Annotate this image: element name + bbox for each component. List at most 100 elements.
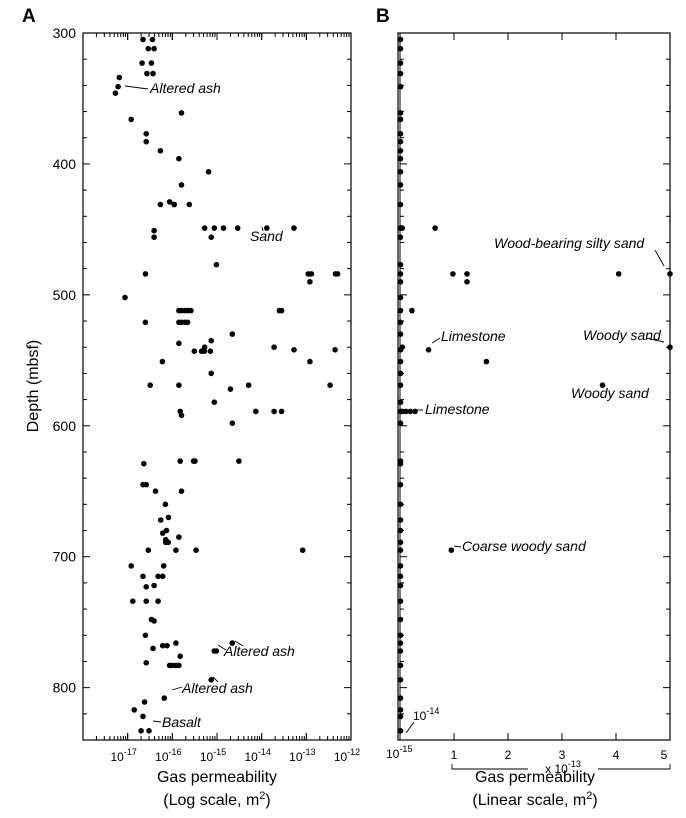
panel-a-point <box>201 348 208 355</box>
panel-a-point <box>160 563 167 569</box>
panel-a-point <box>308 271 315 277</box>
panel-b-point <box>397 547 404 553</box>
panel-a-point <box>307 279 313 285</box>
panel-a-point <box>334 271 341 277</box>
panel-a-point <box>271 408 277 415</box>
panel-a-point <box>142 319 149 326</box>
panel-a-point <box>191 348 198 355</box>
panel-b-point <box>397 517 404 523</box>
panel-a-point <box>112 90 119 96</box>
panel-b-point <box>397 640 404 646</box>
panel-a-point <box>193 547 199 553</box>
panel-b-point <box>397 728 404 734</box>
panel-b-multiplier-bg <box>528 760 598 776</box>
annot-limestone-1: Limestone <box>441 328 506 344</box>
panel-a-point <box>150 645 156 652</box>
panel-a-point <box>207 348 214 355</box>
annot-wood-bearing-silty-sand: Wood-bearing silty sand <box>494 235 645 251</box>
panel-a-data-points <box>112 36 341 734</box>
panel-a-point <box>253 408 259 415</box>
panel-a-point <box>155 598 161 604</box>
panel-a-point <box>131 707 137 713</box>
panel-b-point <box>403 408 409 415</box>
annot-altered-ash-3b-leader <box>212 676 219 683</box>
panel-b-near-zero-leader <box>405 721 415 734</box>
panel-a-point <box>142 632 149 639</box>
annot-altered-ash-2-leader <box>234 640 244 647</box>
panel-a-point <box>173 640 179 646</box>
panel-a-point <box>178 412 185 419</box>
panel-a-point <box>236 458 242 464</box>
panel-b-point <box>397 563 404 569</box>
panel-b-x-axis-title: Gas permeability <box>475 769 595 786</box>
panel-a-point <box>138 728 144 734</box>
panel-b-point <box>397 110 404 116</box>
panel-a-point <box>229 640 236 646</box>
panel-a-point <box>146 728 152 734</box>
panel-a-point <box>264 225 270 231</box>
panel-a-point <box>178 110 185 116</box>
panel-b-near-zero-label: 10-14 <box>413 706 439 723</box>
panel-b-point <box>397 331 404 337</box>
panel-a-point <box>178 182 185 188</box>
panel-b-point <box>397 36 404 43</box>
annot-wood-bearing-leader <box>654 249 665 267</box>
panel-b-point <box>667 344 673 351</box>
panel-a-point <box>173 547 179 553</box>
panel-b-plot-frame <box>397 32 671 741</box>
panel-a-point <box>211 225 218 231</box>
panel-a-x-tick-label: 10-13 <box>289 747 315 764</box>
panel-a-point <box>234 225 241 231</box>
panel-a-point <box>161 695 168 701</box>
annot-woody-sand-2: Woody sand <box>571 385 650 401</box>
panel-a-x-axis-subtitle: (Log scale, m2) <box>163 790 271 809</box>
panel-a-point <box>145 45 152 52</box>
panel-b-point <box>483 358 490 365</box>
panel-a-point <box>143 138 149 145</box>
panel-a-point <box>139 60 145 66</box>
panel-a-y-tick-label: 800 <box>53 680 77 696</box>
panel-a-point <box>115 83 121 90</box>
panel-a-point <box>177 458 183 464</box>
panel-a-point <box>201 225 208 231</box>
panel-b-point <box>397 501 404 508</box>
annot-altered-ash-3-leader <box>171 686 183 691</box>
panel-a-point <box>164 642 170 649</box>
panel-b-point <box>397 182 404 188</box>
panel-a-point <box>291 347 297 353</box>
panel-a-point <box>157 201 164 208</box>
panel-a-point <box>143 598 149 604</box>
annot-coarse-leader <box>453 545 462 548</box>
panel-b-point <box>397 155 404 162</box>
annot-basalt-leader <box>152 720 162 723</box>
panel-b-point <box>615 271 622 277</box>
panel-b-point <box>397 138 404 145</box>
panel-b-point <box>397 420 404 427</box>
panel-a-point <box>208 677 214 683</box>
panel-a-point <box>141 460 147 467</box>
panel-a-point <box>151 582 157 589</box>
panel-a-point <box>307 358 313 365</box>
panel-a-point <box>291 225 297 231</box>
panel-b-point <box>397 539 404 546</box>
panel-a-point <box>141 699 148 705</box>
panel-b-x-axis-subtitle: (Linear scale, m2) <box>472 790 597 809</box>
panel-a-y-axis-title: Depth (mbsf) <box>25 340 42 432</box>
panel-a-y-tick-label: 500 <box>53 287 77 303</box>
panel-a-point <box>149 36 156 43</box>
panel-a-x-tick-label: 10-14 <box>244 747 270 764</box>
panel-a-point <box>140 573 146 580</box>
panel-b-y-axis <box>400 32 670 741</box>
panel-b-data-points <box>397 36 673 734</box>
panel-a-point <box>271 344 277 351</box>
panel-b-point <box>397 148 404 154</box>
panel-b-point <box>397 60 404 66</box>
panel-a-point <box>173 662 179 669</box>
panel-a-label: A <box>22 6 36 27</box>
panel-a-point <box>176 340 182 347</box>
panel-a-y-tick-label: 300 <box>53 25 77 41</box>
panel-b-point <box>397 527 404 534</box>
panel-b-point <box>397 707 404 713</box>
annot-altered-ash-3: Altered ash <box>181 680 253 696</box>
panel-a-point <box>155 573 161 580</box>
